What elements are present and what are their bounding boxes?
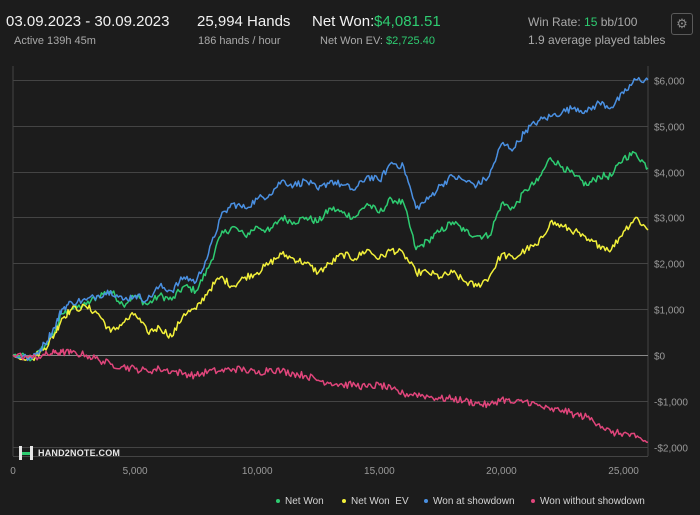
- series-net-won-ev: [12, 216, 649, 362]
- y-tick-label: $5,000: [654, 123, 685, 134]
- net-won-ev-value: $2,725.40: [386, 35, 435, 47]
- y-tick-label: $2,000: [654, 260, 685, 271]
- hands-count: 25,994 Hands: [197, 13, 291, 30]
- net-won-value: $4,081.51: [374, 13, 441, 30]
- y-tick-label: $6,000: [654, 77, 685, 88]
- y-tick-label: -$1,000: [654, 398, 688, 409]
- profit-chart: $6,000 $5,000 $4,000 $3,000 $2,000 $1,000 $0 -$…: [10, 66, 688, 477]
- chart-area: $6,000 $5,000 $4,000 $3,000 $2,000 $1,000 $0 -$…: [0, 56, 700, 510]
- series-net-won: [12, 150, 649, 362]
- hands-per-hour: 186 hands / hour: [198, 35, 281, 47]
- x-axis: 0 5,000 10,000 15,000 20,000 25,000: [10, 466, 639, 477]
- legend-label: Won at showdown: [433, 495, 515, 507]
- legend-net-won[interactable]: Net Won: [276, 494, 324, 508]
- y-tick-label: $4,000: [654, 169, 685, 180]
- logo-text: HAND2NOTE.COM: [38, 448, 121, 458]
- series-lines: [12, 76, 649, 443]
- net-won-ev-label: Net Won EV:: [320, 35, 383, 47]
- legend-dot: [342, 499, 346, 503]
- active-time: Active 139h 45m: [14, 35, 96, 47]
- legend-label: Net Won EV: [351, 495, 409, 507]
- series-non-showdown: [12, 348, 649, 443]
- x-tick-label: 10,000: [242, 466, 273, 477]
- average-tables: 1.9 average played tables: [528, 33, 666, 47]
- x-tick-label: 15,000: [364, 466, 395, 477]
- net-won-label: Net Won:: [312, 13, 375, 30]
- legend-non-showdown[interactable]: Won without showdown: [531, 494, 645, 508]
- legend-label: Won without showdown: [540, 495, 645, 507]
- x-tick-label: 0: [10, 466, 16, 477]
- win-rate-value: 15: [584, 15, 598, 29]
- legend-dot: [424, 499, 428, 503]
- x-tick-label: 5,000: [123, 466, 148, 477]
- y-tick-label: $3,000: [654, 214, 685, 225]
- gear-icon: ⚙: [676, 16, 688, 31]
- win-rate: Win Rate: 15 bb/100: [528, 15, 637, 29]
- series-showdown: [12, 76, 649, 362]
- x-tick-label: 20,000: [486, 466, 517, 477]
- hand2note-logo: HAND2NOTE.COM: [18, 445, 120, 461]
- legend-label: Net Won: [285, 495, 324, 507]
- logo-mark-icon: [19, 446, 33, 460]
- legend-showdown[interactable]: Won at showdown: [424, 494, 515, 508]
- y-axis: $6,000 $5,000 $4,000 $3,000 $2,000 $1,000 $0 -$…: [654, 77, 688, 455]
- win-rate-unit: bb/100: [600, 15, 638, 29]
- y-tick-label: $0: [654, 352, 666, 363]
- grid: [12, 66, 649, 457]
- settings-button[interactable]: ⚙: [671, 13, 693, 35]
- legend-dot: [531, 499, 535, 503]
- x-tick-label: 25,000: [608, 466, 639, 477]
- win-rate-label: Win Rate:: [528, 15, 581, 29]
- legend-net-won-ev[interactable]: Net Won EV: [342, 494, 409, 508]
- summary-header: 03.09.2023 - 30.09.2023 Active 139h 45m …: [0, 0, 700, 56]
- legend-dot: [276, 499, 280, 503]
- y-tick-label: -$2,000: [654, 444, 688, 455]
- y-tick-label: $1,000: [654, 306, 685, 317]
- date-range: 03.09.2023 - 30.09.2023: [6, 13, 170, 30]
